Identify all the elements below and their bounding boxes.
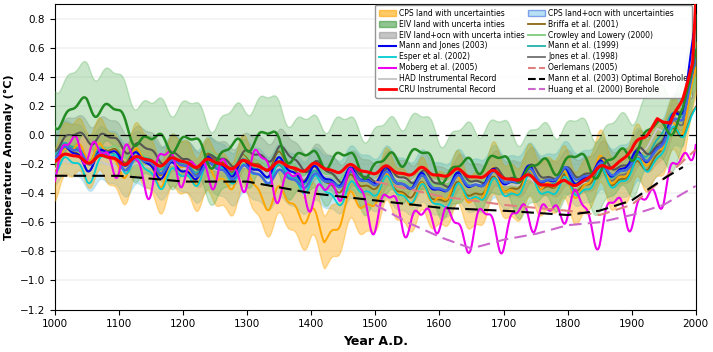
- Legend: CPS land with uncertainties, EIV land with uncerta inties, EIV land+ocn with unc: CPS land with uncertainties, EIV land wi…: [375, 5, 692, 98]
- X-axis label: Year A.D.: Year A.D.: [343, 335, 408, 348]
- Y-axis label: Temperature Anomaly (°C): Temperature Anomaly (°C): [4, 74, 14, 240]
